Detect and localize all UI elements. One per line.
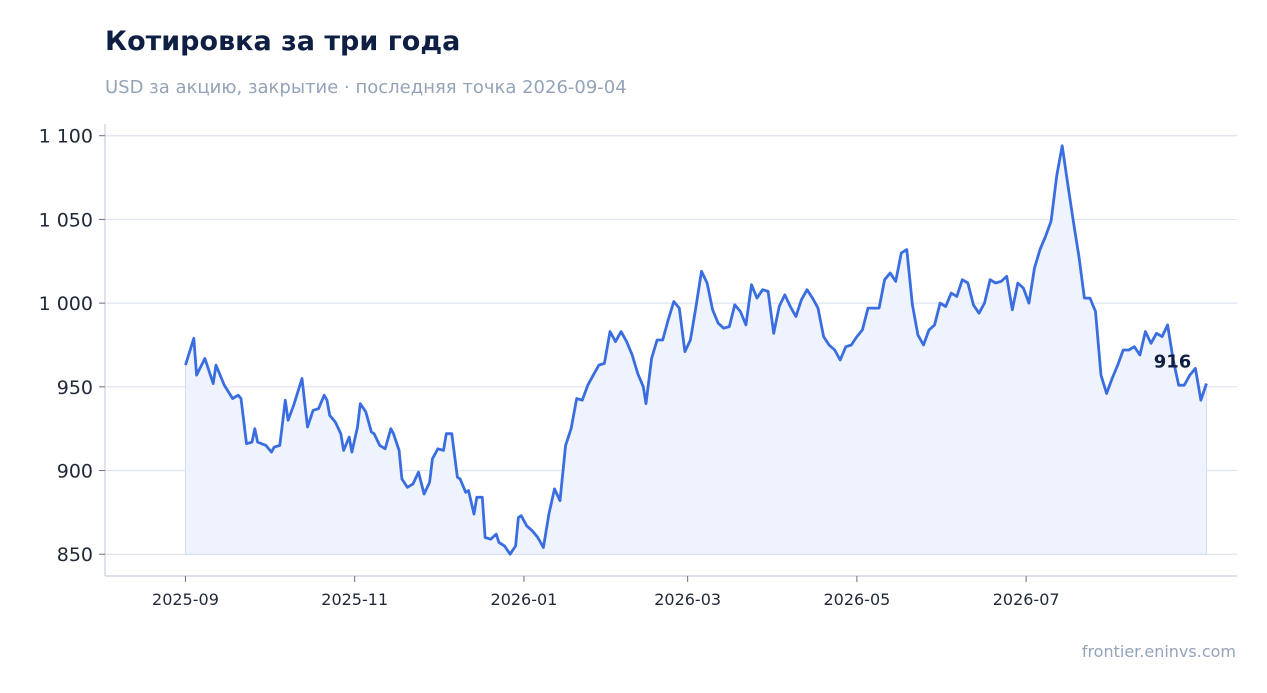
x-axis-ticks: 2025-09 2025-11 2026-01 2026-03 2026-05 2026-…: [152, 576, 1060, 609]
y-tick-label: 1 050: [39, 209, 93, 231]
y-tick-label: 1 100: [39, 126, 93, 148]
x-tick-label: 2026-01: [491, 590, 558, 609]
source-watermark: frontier.eninvs.com: [1081, 642, 1236, 661]
y-tick-label: 1 000: [39, 293, 93, 315]
x-tick-label: 2025-09: [152, 590, 219, 609]
y-tick-label: 950: [57, 377, 93, 399]
y-tick-label: 900: [57, 461, 93, 483]
x-tick-label: 2026-07: [993, 590, 1060, 609]
y-tick-label: 850: [57, 544, 93, 566]
x-tick-label: 2026-05: [823, 590, 890, 609]
x-tick-label: 2025-11: [321, 590, 388, 609]
chart-subtitle: USD за акцию, закрытие · последняя точка…: [105, 77, 627, 98]
y-axis-ticks: 850 900 950 1 000 1 050 1 100: [39, 126, 105, 566]
price-line: [184, 144, 1208, 556]
x-tick-label: 2026-03: [654, 590, 721, 609]
last-value-label: 916: [1154, 352, 1192, 373]
chart-title: Котировка за три года: [105, 26, 461, 57]
